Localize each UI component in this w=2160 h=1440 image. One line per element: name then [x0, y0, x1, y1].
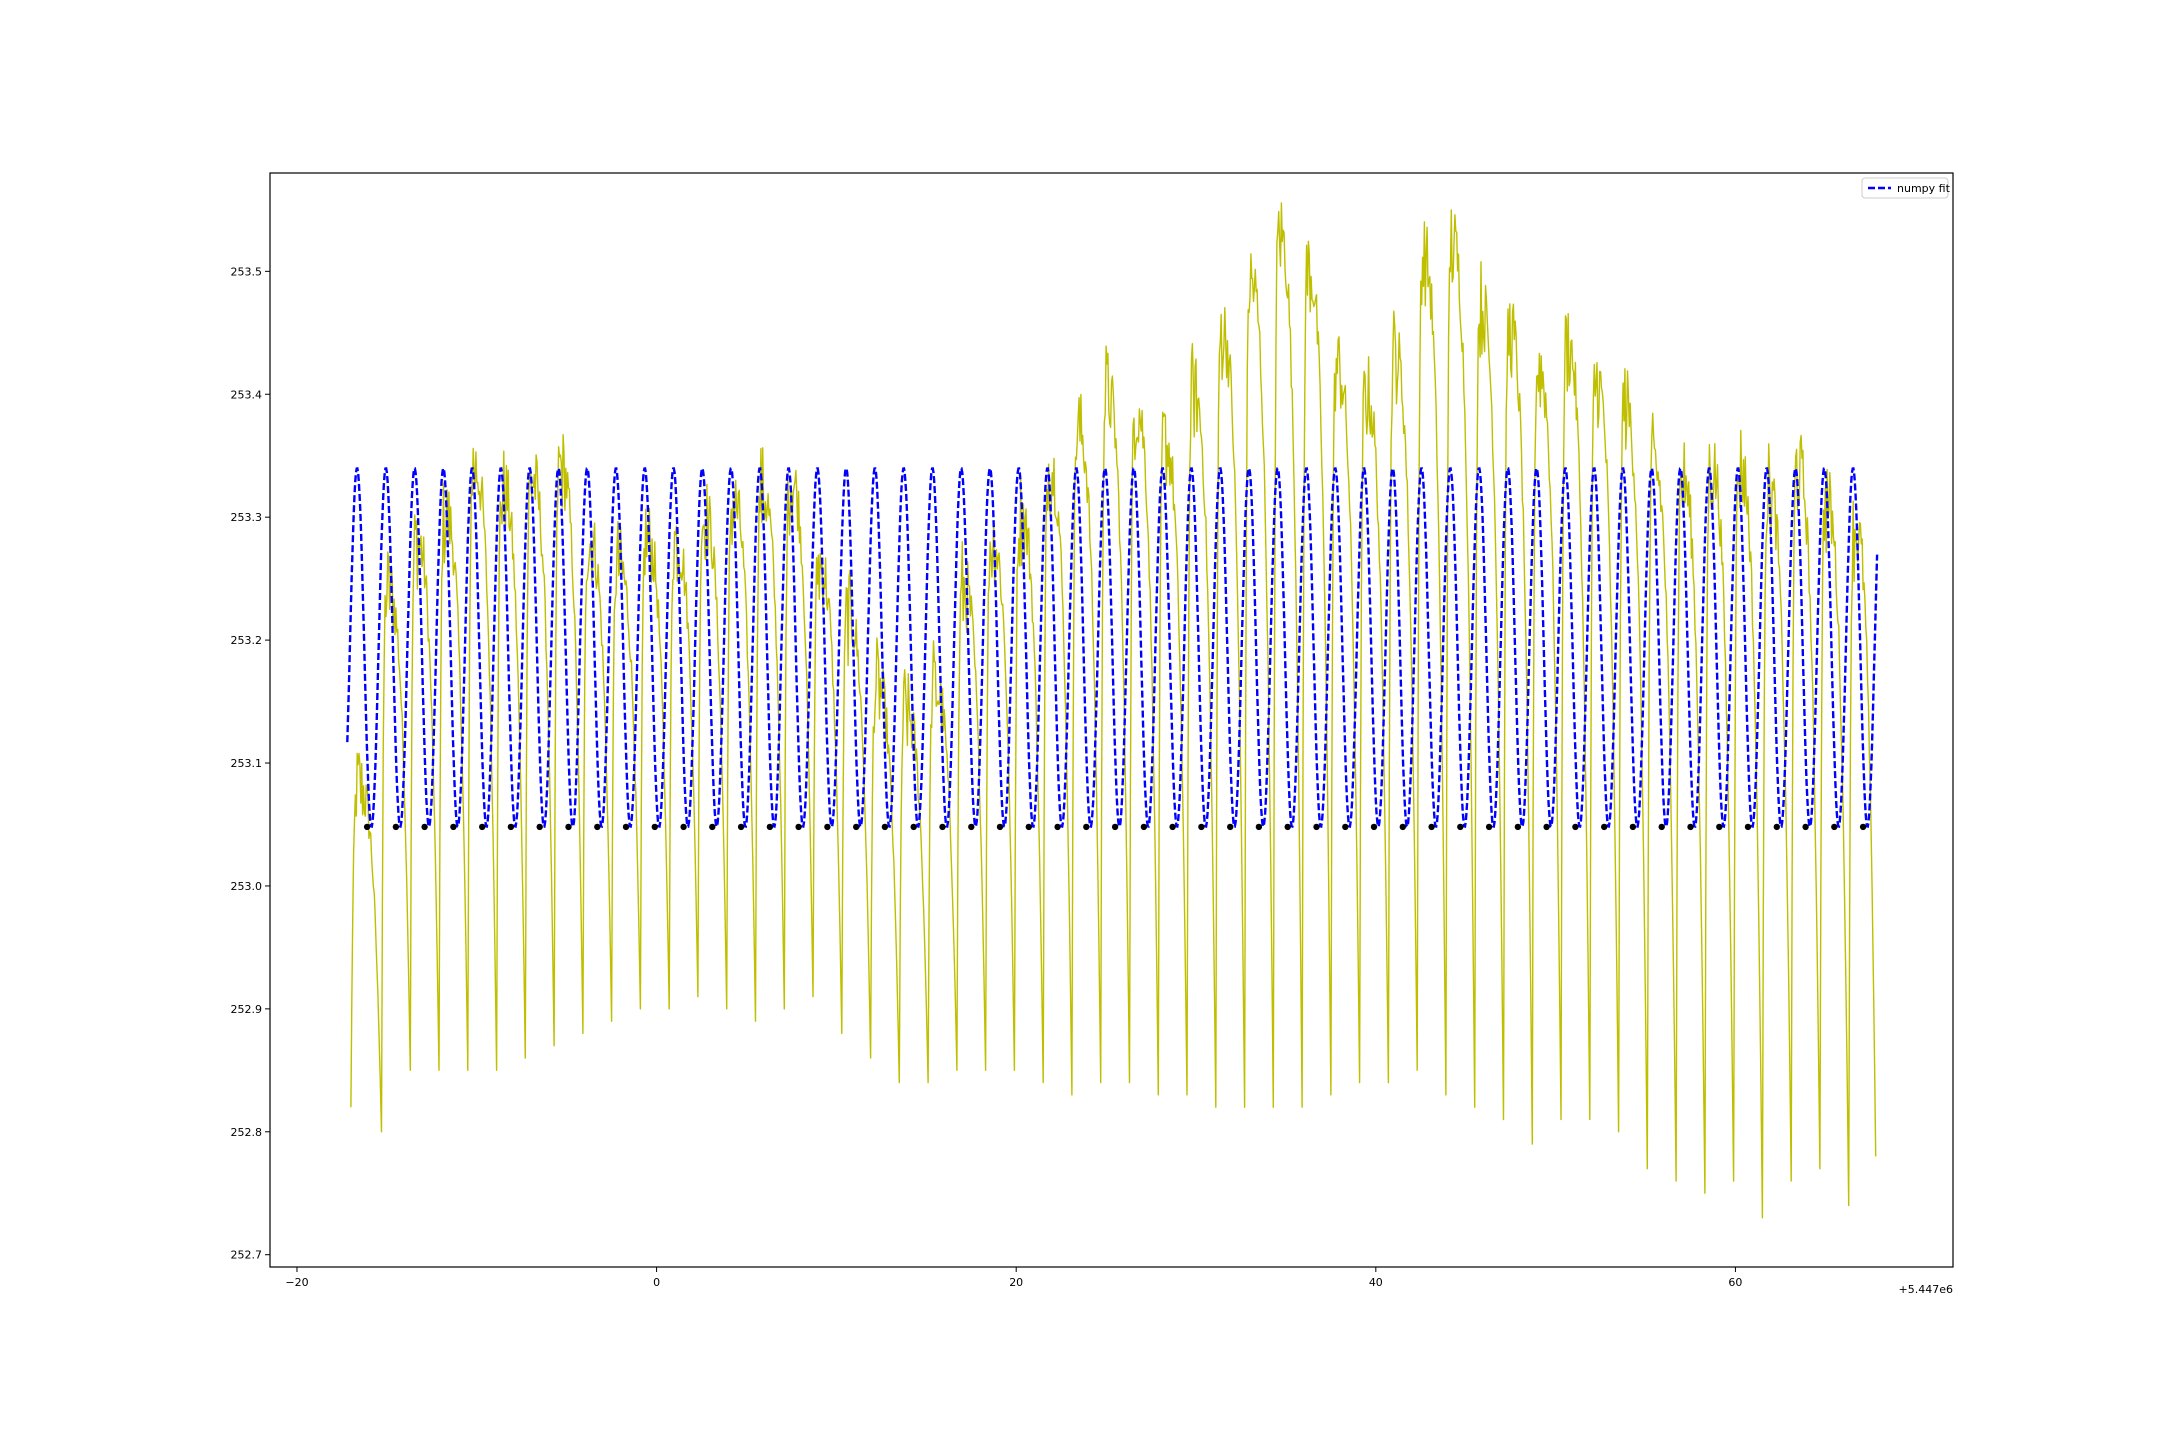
y-tick-label: 253.1 — [231, 757, 263, 770]
x-tick-label: 20 — [1009, 1276, 1023, 1289]
x-axis: −20 0 20 40 60 — [285, 1267, 1742, 1289]
minimum-marker — [1054, 823, 1061, 831]
minimum-marker — [1859, 823, 1867, 831]
minimum-marker — [1025, 823, 1033, 831]
minimum-marker — [996, 823, 1004, 831]
legend-box — [1861, 177, 1949, 199]
minimum-marker — [594, 823, 601, 831]
minimum-marker — [910, 823, 917, 831]
minimum-marker — [421, 823, 428, 831]
minimum-marker — [565, 823, 572, 831]
legend: numpy fit — [1861, 177, 1951, 199]
minimum-marker — [939, 823, 946, 831]
minimum-marker — [1658, 823, 1665, 831]
minimum-marker — [1227, 823, 1234, 831]
minimum-marker — [1687, 823, 1694, 831]
minimum-marker — [651, 823, 658, 831]
minimum-marker — [1370, 823, 1378, 831]
x-tick-label: 60 — [1728, 1276, 1742, 1289]
minimum-marker — [1716, 823, 1723, 831]
minimum-marker — [1198, 823, 1205, 831]
y-tick-label: 253.2 — [231, 634, 263, 647]
minimum-marker — [1543, 823, 1550, 831]
minimum-marker — [507, 823, 515, 831]
y-tick-label: 252.9 — [231, 1003, 263, 1016]
minimum-marker — [853, 823, 860, 831]
minimum-marker — [1140, 823, 1148, 831]
y-tick-label: 252.8 — [231, 1126, 263, 1139]
minimum-marker — [1485, 823, 1493, 831]
minimum-marker — [1169, 823, 1176, 831]
minimum-marker — [1255, 823, 1263, 831]
y-tick-label: 253.4 — [231, 388, 263, 401]
minimum-marker — [622, 823, 630, 831]
minimum-marker — [1629, 823, 1637, 831]
minimum-marker — [1773, 823, 1781, 831]
minimum-marker — [392, 823, 400, 831]
minimum-marker — [680, 823, 687, 831]
minimum-marker — [479, 823, 486, 831]
minimum-marker — [968, 823, 975, 831]
minimum-marker — [1601, 823, 1608, 831]
minimum-marker — [536, 823, 543, 831]
series-layer — [346, 202, 1879, 1219]
x-tick-label: −20 — [285, 1276, 308, 1289]
minimum-marker — [1831, 823, 1838, 831]
minimum-marker — [1342, 823, 1349, 831]
x-tick-label: 0 — [653, 1276, 660, 1289]
x-offset-text: +5.447e6 — [1899, 1283, 1953, 1296]
minimum-marker — [1111, 823, 1119, 831]
y-axis: 252.7 252.8 252.9 253.0 253.1 253.2 253.3 253.4… — [231, 265, 270, 1262]
minimum-marker — [363, 823, 371, 831]
y-tick-label: 253.3 — [231, 511, 263, 524]
minimum-marker — [1744, 823, 1752, 831]
minimum-marker — [450, 823, 457, 831]
minimum-marker — [737, 823, 745, 831]
minimum-marker — [1428, 823, 1435, 831]
minimum-marker — [1802, 823, 1809, 831]
minimum-marker — [824, 823, 831, 831]
minimum-marker — [795, 823, 802, 831]
y-tick-label: 253.0 — [231, 880, 263, 893]
plot-frame — [269, 172, 1954, 1268]
minimum-marker — [766, 823, 774, 831]
minimum-marker — [1514, 823, 1522, 831]
minimum-marker — [1083, 823, 1090, 831]
minimum-marker — [881, 823, 889, 831]
minimum-marker — [1284, 823, 1291, 831]
y-tick-label: 252.7 — [231, 1249, 263, 1262]
y-tick-label: 253.5 — [231, 265, 263, 278]
minimum-marker — [1457, 823, 1464, 831]
minimum-marker — [1399, 823, 1407, 831]
minimum-marker — [1572, 823, 1579, 831]
minimum-marker — [1313, 823, 1320, 831]
legend-label-numpy-fit: numpy fit — [1897, 182, 1951, 195]
x-tick-label: 40 — [1369, 1276, 1383, 1289]
minimum-marker — [709, 823, 716, 831]
